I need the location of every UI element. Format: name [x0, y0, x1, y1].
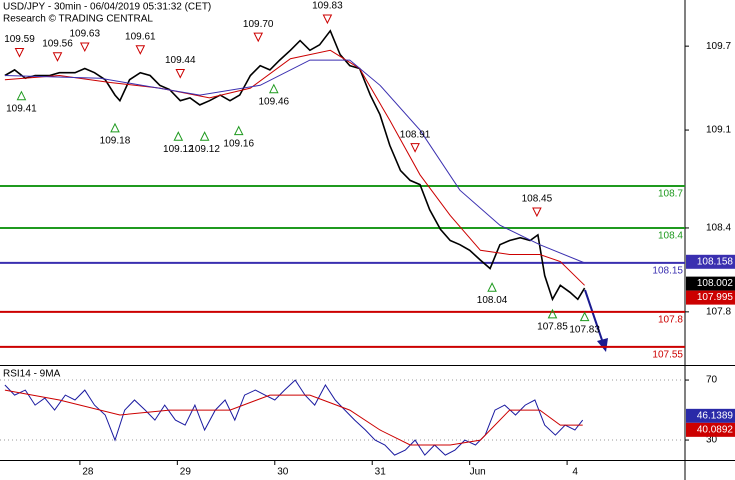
annotation-label: 109.12 [163, 144, 194, 155]
level-label: 108.15 [652, 266, 683, 277]
x-tick-label: 28 [82, 467, 94, 478]
series-line [4, 379, 584, 456]
x-tick-label: 29 [180, 467, 192, 478]
low-marker [199, 131, 210, 141]
last-value-box [686, 408, 735, 423]
x-tick-label: 31 [375, 467, 387, 478]
y-tick-label: 108.4 [706, 223, 731, 234]
forecast-arrowhead [597, 338, 608, 352]
y-tick-label: 70 [706, 375, 718, 386]
annotation-label: 109.83 [312, 1, 343, 12]
low-marker [110, 122, 120, 133]
high-marker [322, 14, 333, 25]
annotation-label: 108.91 [400, 129, 431, 140]
last-value-label: 107.995 [697, 292, 734, 303]
level-label: 107.55 [652, 349, 683, 360]
high-marker [52, 52, 63, 62]
x-tick-label: 4 [572, 467, 578, 478]
annotation-label: 109.18 [100, 136, 131, 147]
high-marker [410, 143, 420, 153]
annotation-label: 107.83 [569, 324, 600, 335]
annotation-label: 109.56 [42, 38, 73, 49]
last-value-label: 108.158 [697, 256, 734, 267]
high-marker [175, 69, 186, 79]
forecast-arrow [584, 289, 604, 344]
low-marker [268, 83, 279, 94]
annotation-label: 109.12 [189, 144, 220, 155]
high-marker [135, 45, 146, 55]
annotation-label: 109.46 [259, 96, 290, 107]
high-marker [79, 42, 90, 53]
series-line [4, 59, 585, 264]
last-value-box [686, 254, 735, 269]
annotation-label: 108.04 [477, 295, 508, 306]
last-value-box [686, 276, 735, 291]
high-marker [253, 32, 264, 43]
rsi-title: RSI14 - 9MA [3, 369, 61, 380]
annotation-label: 109.44 [165, 55, 196, 66]
low-marker [16, 90, 27, 101]
last-value-box [686, 422, 735, 437]
high-marker [532, 207, 542, 218]
x-tick-label: Jun [470, 467, 486, 478]
last-value-label: 108.002 [697, 278, 734, 289]
x-tick-label: 30 [277, 467, 289, 478]
low-marker [579, 311, 590, 322]
high-marker [14, 48, 25, 58]
y-tick-label: 30 [706, 435, 718, 446]
annotation-label: 109.59 [4, 34, 35, 45]
chart-title: USD/JPY - 30min - 06/04/2019 05:31:32 (C… [3, 2, 211, 13]
last-value-label: 40.0892 [697, 424, 734, 435]
annotation-label: 109.61 [125, 31, 156, 42]
level-label: 108.4 [658, 231, 683, 242]
annotation-label: 109.70 [243, 19, 274, 30]
last-value-label: 46.1389 [697, 410, 734, 421]
annotation-label: 108.45 [522, 194, 553, 205]
level-label: 108.7 [658, 189, 683, 200]
chart-subtitle: Research © TRADING CENTRAL [3, 14, 153, 25]
annotation-label: 107.85 [537, 322, 568, 333]
series-line [4, 29, 586, 302]
y-tick-label: 109.7 [706, 41, 731, 52]
y-tick-label: 109.1 [706, 125, 731, 136]
annotation-label: 109.16 [223, 138, 254, 149]
annotation-label: 109.63 [69, 29, 100, 40]
y-tick-label: 107.8 [706, 306, 731, 317]
low-marker [547, 308, 558, 319]
annotation-label: 109.41 [6, 103, 37, 114]
low-marker [487, 282, 497, 292]
series-line [4, 389, 583, 446]
last-value-box [686, 290, 735, 305]
low-marker [233, 125, 244, 136]
low-marker [173, 131, 184, 141]
level-label: 107.8 [658, 314, 683, 325]
